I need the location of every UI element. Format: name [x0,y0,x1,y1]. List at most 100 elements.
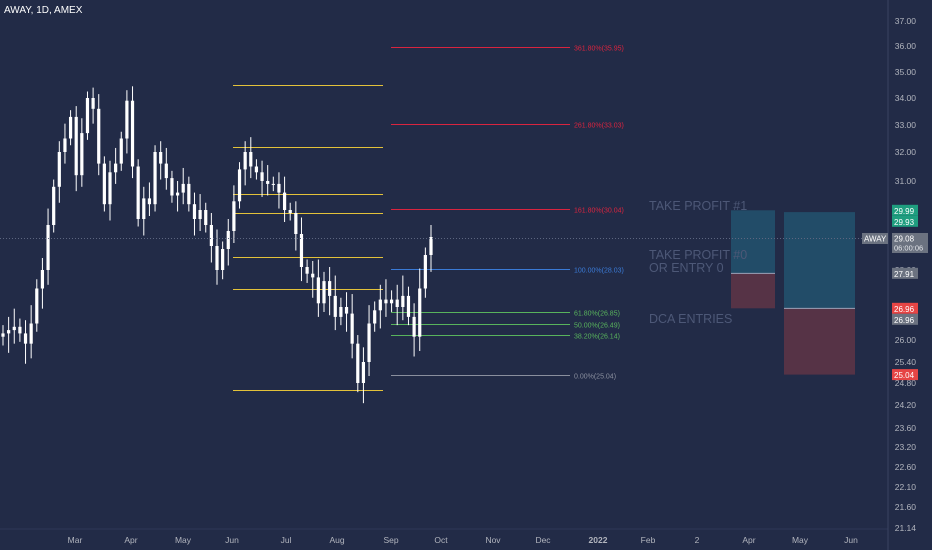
fib-level-label: 38.20%(26.14) [574,334,620,341]
candle-body [46,225,50,270]
candle-body [226,231,230,249]
candle-body [159,152,163,164]
price-tick-label: 26.00 [895,335,917,345]
candle-body [164,163,168,179]
dca-entries-label: DCA ENTRIES [649,312,732,326]
candle-body [119,138,123,164]
candle-body [288,210,292,213]
price-tick-label: 23.60 [895,423,917,433]
price-tick-label: 36.00 [895,41,917,51]
time-tick-label: Apr [124,535,137,545]
candlestick-series [1,86,433,404]
candle-body [423,255,427,289]
price-tick-label: 23.20 [895,442,917,452]
candle-body [260,172,264,181]
candle-body [187,183,191,205]
candle-body [1,333,5,337]
candle-body [316,277,320,304]
candle-body [328,281,332,296]
stop-loss-zone [731,273,775,309]
candle-body [130,100,135,167]
symbol-tag-text: AWAY [864,235,887,244]
candle-body [406,295,411,317]
dca-stop-badge-text: 26.96 [894,305,915,314]
candle-body [147,198,152,205]
tp1-price-badge [892,204,918,216]
tp2-price-badge-text: 29.93 [894,218,915,227]
candle-body [277,183,281,193]
candle-body [114,163,118,173]
candle-body [243,152,247,170]
candle-body [237,169,242,202]
candle-body [254,166,259,173]
candle-body [68,116,73,139]
time-tick-label: 2 [695,535,700,545]
price-tick-label: 35.00 [895,67,917,77]
take-profit-zone [784,212,855,309]
time-tick-label: Dec [535,535,551,545]
candle-body [333,295,337,317]
candle-body [429,237,433,255]
take-profit-0-label: TAKE PROFIT #0 [649,248,747,262]
candle-body [361,362,366,383]
candle-body [356,343,360,383]
candle-body [52,186,56,225]
fib-level-label: 61.80%(26.85) [574,311,620,318]
time-tick-label: Nov [485,535,501,545]
candle-body [322,281,326,304]
fib-level-label: 261.80%(33.03) [574,123,624,130]
candle-body [12,326,16,331]
tp2-price-badge [892,215,918,227]
time-tick-label: Oct [434,535,448,545]
price-tick-label: 31.00 [895,176,917,186]
fib-level-label: 0.00%(25.04) [574,374,616,381]
candle-body [18,326,22,334]
candle-body [80,133,84,176]
candle-body [282,192,287,210]
candle-body [339,307,343,317]
candle-body [221,249,225,270]
take-profit-1-label: TAKE PROFIT #1 [649,199,747,213]
entry0-price-badge [892,267,918,279]
fib-level-label: 361.80%(35.95) [574,46,624,53]
candle-body [153,152,157,205]
candle-body [305,267,309,274]
time-tick-label: Jul [281,535,292,545]
dca-entry-badge-text: 26.96 [894,316,915,325]
price-tick-label: 21.60 [895,502,917,512]
candle-body [271,183,275,185]
time-tick-label: Sep [383,535,398,545]
time-axis[interactable]: Mar Apr May Jun Jul Aug Sep Oct Nov Dec 2022 Feb 2 Ap… [68,535,858,545]
symbol-tag [862,233,888,244]
candle-body [108,172,112,205]
fib-level-label: 50.00%(26.49) [574,323,620,330]
dca-entry-badge [892,313,918,325]
price-tick-label: 24.80 [895,378,917,388]
candle-body [23,333,28,344]
price-tick-label: 33.00 [895,120,917,130]
last-price-text: 29.08 [894,235,915,244]
candle-body [209,225,213,246]
candle-body [57,152,61,187]
time-tick-label: May [792,535,809,545]
price-tick-label: 32.00 [895,147,917,157]
candle-body [125,100,129,139]
candle-body [412,316,416,337]
price-tick-label: 24.20 [895,400,917,410]
candle-body [63,138,67,152]
last-price-badge [892,233,928,253]
candle-body [266,181,270,184]
candle-body [384,299,388,304]
time-tick-label: Mar [68,535,83,545]
candle-body [91,98,95,109]
candle-body [204,210,208,225]
time-tick-label: Apr [742,535,755,545]
price-tick-label: 22.10 [895,482,917,492]
price-tick-label: 34.00 [895,93,917,103]
candle-body [401,295,405,307]
candle-body [7,330,11,334]
time-tick-label: Aug [329,535,344,545]
